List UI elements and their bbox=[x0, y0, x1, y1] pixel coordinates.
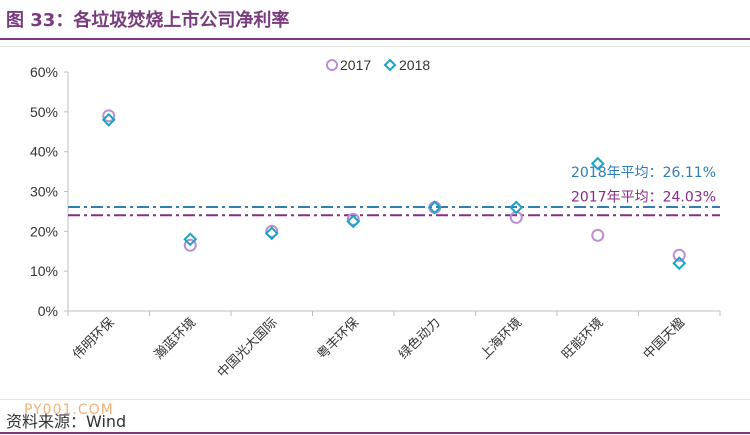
x-tick-label: 瀚蓝环境 bbox=[152, 315, 199, 362]
average-label-2017: 2017年平均：24.03% bbox=[571, 189, 716, 205]
y-tick-label: 20% bbox=[30, 223, 58, 239]
legend-marker-2018 bbox=[383, 58, 397, 72]
point-2017 bbox=[591, 228, 605, 242]
x-tick-label: 中国光大国际 bbox=[215, 315, 281, 381]
point-2017 bbox=[102, 109, 116, 123]
point-2018 bbox=[264, 226, 279, 241]
point-2018 bbox=[590, 156, 605, 171]
x-tick-label: 中国天楹 bbox=[640, 315, 688, 363]
point-2017 bbox=[265, 224, 279, 238]
x-tick-label: 粤丰环保 bbox=[314, 315, 362, 363]
legend-label-2017: 2017 bbox=[340, 57, 371, 73]
average-label-2018: 2018年平均：26.11% bbox=[571, 165, 716, 181]
x-tick-label: 上海环境 bbox=[478, 315, 525, 362]
point-2017 bbox=[346, 212, 360, 226]
y-tick-label: 40% bbox=[30, 144, 58, 160]
x-tick-label: 伟明环保 bbox=[70, 315, 117, 362]
point-2018 bbox=[346, 214, 361, 229]
point-2017 bbox=[183, 238, 197, 252]
point-2018 bbox=[427, 200, 442, 215]
figure-title: 图 33：各垃圾焚烧上市公司净利率 bbox=[6, 10, 290, 31]
y-tick-label: 0% bbox=[38, 303, 58, 319]
watermark: PY001.COM bbox=[24, 402, 114, 418]
point-2018 bbox=[509, 200, 524, 215]
legend-marker-2017 bbox=[326, 59, 338, 71]
point-2018 bbox=[183, 232, 198, 247]
point-2018 bbox=[101, 112, 116, 127]
point-2017 bbox=[672, 248, 686, 262]
x-tick-label: 绿色动力 bbox=[395, 315, 443, 363]
title-bar: 图 33：各垃圾焚烧上市公司净利率 bbox=[0, 0, 750, 40]
net-margin-chart: 0% 10% 20% 30% 40% 50% 60% 伟明环保 瀚蓝环境 中国光大国际 粤丰环保 绿色… bbox=[30, 57, 721, 381]
bottom-divider bbox=[0, 432, 750, 434]
x-tick-label: 旺能环境 bbox=[559, 315, 606, 362]
legend-label-2018: 2018 bbox=[399, 57, 430, 73]
y-tick-label: 60% bbox=[30, 64, 58, 80]
point-2018 bbox=[672, 256, 687, 271]
chart-frame: 0% 10% 20% 30% 40% 50% 60% 伟明环保 瀚蓝环境 中国光大国际 粤丰环保 绿色… bbox=[0, 46, 750, 400]
y-tick-label: 10% bbox=[30, 263, 58, 279]
source-note: 资料来源：Wind bbox=[6, 412, 127, 431]
y-tick-label: 30% bbox=[30, 184, 58, 200]
y-tick-label: 50% bbox=[30, 104, 58, 120]
